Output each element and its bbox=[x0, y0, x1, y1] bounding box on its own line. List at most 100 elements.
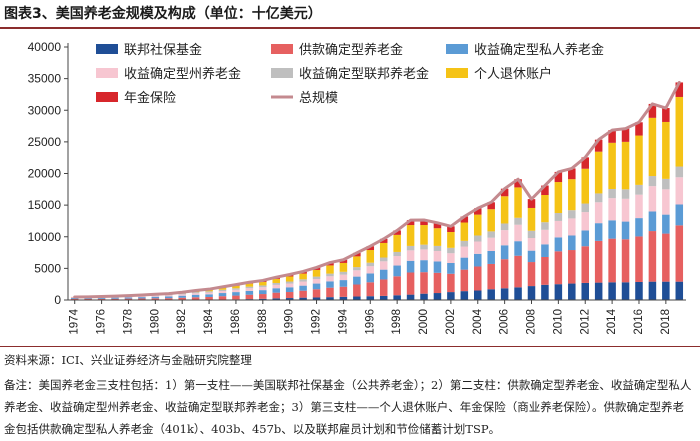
bar-segment-series-3 bbox=[460, 246, 469, 258]
bar-segment-series-1 bbox=[165, 298, 173, 300]
bar-segment-series-2 bbox=[70, 298, 79, 299]
bar-segment-series-4 bbox=[339, 271, 348, 275]
bar-segment-series-4 bbox=[594, 193, 603, 203]
bar-segment-series-6 bbox=[474, 208, 482, 215]
bar-segment-series-4 bbox=[635, 184, 643, 195]
bar-segment-series-6 bbox=[675, 82, 684, 97]
bar-segment-series-1 bbox=[541, 256, 549, 285]
footer-divider bbox=[0, 346, 700, 347]
bar-segment-series-1 bbox=[285, 292, 294, 299]
bar-segment-series-2 bbox=[191, 294, 200, 298]
bar-segment-series-1 bbox=[406, 272, 415, 295]
bar-segment-series-1 bbox=[232, 295, 240, 300]
bar-segment-series-3 bbox=[138, 296, 146, 298]
bar-segment-series-1 bbox=[635, 236, 643, 282]
bar-segment-series-1 bbox=[339, 286, 348, 297]
bar-segment-series-2 bbox=[433, 261, 442, 273]
bar-segment-series-0 bbox=[662, 281, 670, 300]
legend-label: 个人退休账户 bbox=[474, 66, 552, 82]
legend-label: 收益确定型私人养老金 bbox=[474, 42, 604, 58]
bar-segment-series-1 bbox=[433, 272, 442, 294]
bar-segment-series-1 bbox=[514, 255, 522, 288]
x-tick-label: 2010 bbox=[552, 309, 564, 335]
figure-title: 图表3、美国养老金规模及构成（单位：十亿美元） bbox=[4, 6, 322, 22]
x-tick-label: 1986 bbox=[230, 309, 242, 335]
bar-segment-series-4 bbox=[527, 230, 536, 239]
bar-segment-series-1 bbox=[568, 250, 576, 284]
bar-segment-series-3 bbox=[514, 224, 522, 242]
y-tick-label: 15000 bbox=[28, 198, 62, 212]
bar-segment-series-2 bbox=[205, 294, 213, 297]
y-axis: 0 5000 10000 15000 20000 25000 30000 35000 40000 bbox=[28, 40, 69, 307]
bar-segment-series-4 bbox=[366, 262, 375, 267]
bar-segment-series-6 bbox=[527, 199, 536, 208]
bar-segment-series-6 bbox=[420, 219, 428, 226]
bar-segment-series-5 bbox=[272, 278, 280, 283]
bar-segment-series-0 bbox=[447, 292, 455, 300]
bar-segment-series-6 bbox=[487, 202, 495, 210]
bar-segment-series-0 bbox=[285, 298, 294, 300]
bar-segment-series-6 bbox=[621, 128, 630, 142]
bar-segment-series-1 bbox=[205, 296, 213, 300]
bar-segment-series-5 bbox=[285, 276, 294, 282]
bar-segment-series-0 bbox=[420, 293, 428, 300]
bar-segment-series-2 bbox=[621, 221, 630, 240]
bar-segment-series-2 bbox=[648, 211, 657, 232]
y-tick-label: 40000 bbox=[28, 40, 62, 54]
legend-swatch bbox=[96, 44, 118, 54]
bar-segment-series-5 bbox=[675, 96, 684, 167]
bar-segment-series-3 bbox=[420, 249, 428, 261]
bar-segment-series-2 bbox=[675, 204, 684, 226]
bar-segment-series-2 bbox=[474, 253, 482, 267]
bar-segment-series-1 bbox=[111, 298, 119, 300]
x-tick-label: 2008 bbox=[526, 309, 538, 335]
legend-label: 年金保险 bbox=[124, 90, 176, 106]
bar-segment-series-1 bbox=[474, 266, 482, 291]
bar-segment-series-3 bbox=[312, 279, 321, 284]
bar-segment-series-2 bbox=[541, 244, 549, 257]
bar-segment-series-1 bbox=[500, 259, 509, 289]
legend-swatch bbox=[446, 68, 468, 78]
bar-segment-series-5 bbox=[433, 228, 442, 246]
bar-segment-series-1 bbox=[608, 238, 616, 283]
bar-segment-series-2 bbox=[272, 288, 280, 293]
bar-segment-series-2 bbox=[379, 269, 388, 280]
bar-segment-series-2 bbox=[326, 281, 334, 288]
legend-swatch bbox=[271, 68, 293, 78]
bar-segment-series-3 bbox=[635, 194, 643, 219]
bar-segment-series-0 bbox=[272, 298, 280, 300]
bar-segment-series-6 bbox=[608, 130, 616, 143]
x-tick-label: 2018 bbox=[660, 309, 672, 335]
bar-segment-series-2 bbox=[178, 295, 186, 298]
bar-segment-series-5 bbox=[447, 232, 455, 248]
x-tick-label: 2004 bbox=[472, 308, 484, 334]
bar-segment-series-3 bbox=[272, 284, 280, 289]
bar-segment-series-3 bbox=[581, 212, 589, 231]
x-tick-label: 1992 bbox=[311, 309, 323, 335]
bar-segment-series-3 bbox=[447, 253, 455, 263]
x-tick-label: 1976 bbox=[96, 309, 108, 335]
y-tick-label: 25000 bbox=[28, 135, 62, 149]
bar-segment-series-2 bbox=[594, 223, 603, 241]
bar-segment-series-0 bbox=[648, 281, 657, 300]
bar-segment-series-6 bbox=[393, 230, 401, 235]
bar-segment-series-4 bbox=[487, 231, 495, 238]
bar-segment-series-4 bbox=[178, 293, 186, 295]
bar-segment-series-3 bbox=[205, 292, 213, 295]
bar-segment-series-4 bbox=[500, 223, 509, 231]
bar-segment-series-0 bbox=[259, 298, 267, 300]
x-tick-label: 1996 bbox=[364, 309, 376, 335]
bar-segment-series-1 bbox=[326, 287, 334, 298]
bar-segment-series-0 bbox=[393, 295, 401, 300]
bar-segment-series-2 bbox=[568, 235, 576, 251]
bar-segment-series-4 bbox=[648, 176, 657, 187]
x-tick-label: 2014 bbox=[606, 308, 618, 334]
bar-segment-series-1 bbox=[84, 298, 92, 300]
bar-segment-series-2 bbox=[581, 230, 589, 247]
total-line bbox=[73, 80, 681, 299]
bar-segment-series-0 bbox=[339, 296, 348, 300]
bar-segment-series-1 bbox=[447, 273, 455, 293]
bar-segment-series-4 bbox=[420, 244, 428, 250]
bar-segment-series-3 bbox=[594, 202, 603, 224]
bar-segment-series-2 bbox=[339, 280, 348, 287]
